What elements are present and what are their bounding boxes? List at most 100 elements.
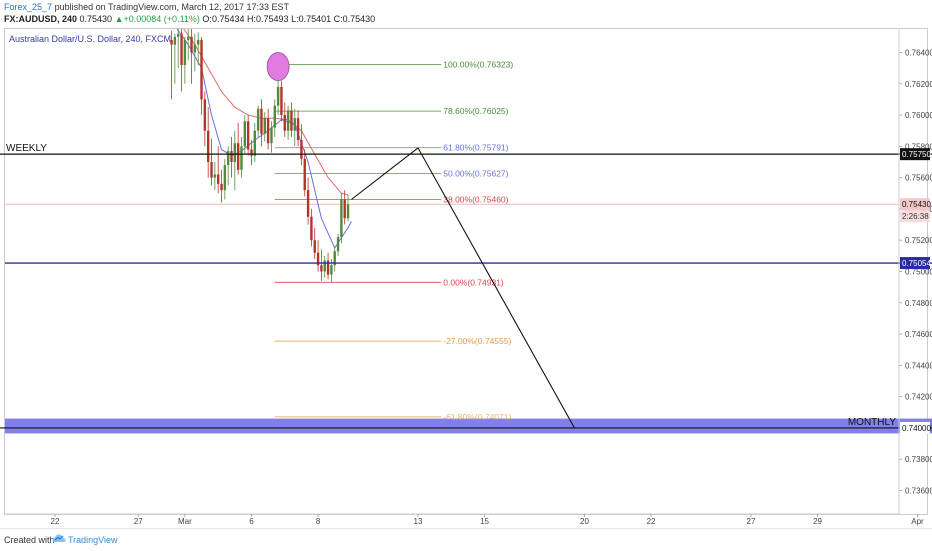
candle-body <box>210 161 213 178</box>
candle <box>243 115 247 155</box>
fib-level-label: 50.00%(0.75627) <box>443 168 508 178</box>
x-tick-label: 22 <box>647 517 656 526</box>
candle-body <box>260 108 263 134</box>
candle <box>206 107 210 178</box>
candle-body <box>183 39 187 65</box>
monthly-price-badge-text: 0.74000 <box>902 424 931 433</box>
fib-level-label: 61.80%(0.75791) <box>443 143 508 153</box>
high-value: 0.75493 <box>256 14 289 24</box>
candle-body <box>343 199 346 219</box>
candle <box>280 80 283 122</box>
candle-body <box>336 237 340 252</box>
candle-body <box>196 39 200 45</box>
candle-body <box>266 118 270 144</box>
y-tick-label: 0.76400 <box>905 48 932 57</box>
candle-body <box>243 121 247 147</box>
candle-body <box>300 140 303 159</box>
high-label: H: <box>247 14 256 24</box>
candle <box>346 194 350 222</box>
candle-body <box>323 260 326 272</box>
candle-body <box>303 158 306 191</box>
x-tick-label: 27 <box>747 517 756 526</box>
candle <box>303 149 306 197</box>
support-price-badge-text: 0.75054 <box>902 259 931 268</box>
fib-level-label: -61.80%(0.74071) <box>443 412 511 422</box>
candle-body <box>316 252 320 266</box>
tradingview-brand-link[interactable]: TradingView <box>68 535 118 545</box>
last-price: 0.75430 <box>79 14 113 24</box>
candle-body <box>333 251 336 266</box>
candle-body <box>306 190 310 217</box>
publish-info: Forex_25_7 published on TradingView.com,… <box>4 2 289 12</box>
candle <box>296 110 300 147</box>
candle <box>240 136 243 178</box>
candle <box>220 169 223 203</box>
y-tick-label: 0.74800 <box>905 299 932 308</box>
candle <box>180 29 183 92</box>
tradingview-cloud-icon <box>52 534 66 542</box>
close-value: 0.75430 <box>342 14 376 24</box>
published-text: published on TradingView.com, March 12, … <box>54 2 290 12</box>
y-tick-label: 0.73800 <box>905 455 932 464</box>
y-tick-label: 0.74400 <box>905 361 932 370</box>
candle-body <box>193 44 197 53</box>
candle <box>183 36 187 84</box>
candle-body <box>200 39 203 100</box>
candle-body <box>236 143 240 170</box>
candle-body <box>213 174 217 178</box>
candle <box>290 102 293 137</box>
low-label: L: <box>291 14 299 24</box>
candle <box>253 122 256 162</box>
monthly-zone <box>5 418 932 434</box>
candle <box>250 140 253 166</box>
y-tick-label: 0.75000 <box>905 268 932 277</box>
projection-path <box>351 147 575 429</box>
countdown-badge <box>900 210 930 223</box>
low-value: 0.75401 <box>298 14 332 24</box>
candle-body <box>256 108 260 131</box>
candle-body <box>320 265 323 272</box>
candle <box>300 124 303 166</box>
chart-title: Australian Dollar/U.S. Dollar, 240, FXCM <box>9 34 171 44</box>
candle <box>273 99 276 137</box>
candle <box>313 227 316 259</box>
price-chart[interactable]: Australian Dollar/U.S. Dollar, 240, FXCM… <box>0 0 932 528</box>
candle <box>293 108 296 147</box>
y-tick-label: 0.76000 <box>905 111 932 120</box>
open-value: 0.75434 <box>211 14 245 24</box>
x-tick-label: 22 <box>51 517 60 526</box>
fib-level-label: 38.00%(0.75460) <box>443 195 508 205</box>
candle-body <box>170 39 173 45</box>
ohlc-legend: FX:AUDUSD, 240 0.75430 ▲+0.00084 (+0.11%… <box>4 14 375 24</box>
candle-body <box>340 199 343 238</box>
x-tick-label: 6 <box>249 517 254 526</box>
candle <box>187 29 190 61</box>
candle <box>213 161 217 191</box>
change-arrow-icon: ▲ <box>114 14 124 24</box>
author-link[interactable]: Forex_25_7 <box>4 2 53 12</box>
candle-body <box>246 121 250 150</box>
candle <box>323 255 326 278</box>
candle <box>173 33 177 84</box>
candle <box>216 146 220 194</box>
candle-body <box>290 110 293 131</box>
y-tick-label: 0.76200 <box>905 80 932 89</box>
circle-marker <box>266 52 290 81</box>
candle <box>343 190 346 225</box>
candle <box>326 252 330 280</box>
change-value: +0.00084 (+0.11%) <box>123 14 200 24</box>
candle <box>340 193 343 244</box>
candle-body <box>206 130 210 162</box>
candle <box>336 233 340 256</box>
candle <box>306 177 310 225</box>
candle <box>256 105 260 137</box>
candle <box>210 138 213 186</box>
candle <box>263 111 266 142</box>
candle-body <box>293 118 296 131</box>
weekly-price-badge-text: 0.75750 <box>902 150 931 159</box>
x-tick-label: 8 <box>316 517 321 526</box>
x-tick-label: 15 <box>480 517 489 526</box>
x-tick-label: 29 <box>813 517 822 526</box>
candle <box>283 102 286 137</box>
created-with-text: Created with <box>4 535 55 545</box>
